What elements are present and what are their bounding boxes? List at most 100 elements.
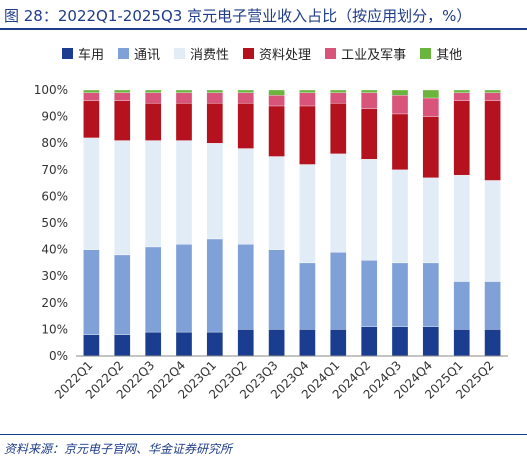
bar-segment: [360, 108, 378, 160]
bar-segment: [484, 329, 501, 357]
bar-segment: [237, 329, 254, 357]
bar-segment: [330, 89, 347, 93]
bar-segment: [206, 103, 224, 144]
bar-segment: [330, 103, 347, 154]
legend-item-data-processing: 资料处理: [243, 44, 311, 63]
legend-label: 资料处理: [259, 48, 312, 63]
bar-segment: [268, 105, 285, 157]
bar-segment: [175, 89, 193, 93]
bar-segment: [206, 238, 224, 333]
y-tick-label: 10%: [41, 322, 68, 336]
bar-segment: [391, 326, 409, 357]
bar-segment: [237, 89, 254, 93]
bar-segment: [453, 100, 470, 176]
source-divider: [0, 434, 527, 435]
bar-segment: [83, 89, 100, 93]
legend: 车用 通讯 消费性 资料处理 工业及军事 其他: [62, 44, 476, 63]
bar-segment: [175, 244, 193, 333]
bar-segment: [206, 92, 224, 104]
bar-segment: [484, 89, 501, 93]
legend-item-other: 其他: [420, 44, 462, 63]
bar-segment: [422, 262, 440, 327]
bar-segment: [83, 100, 100, 139]
bar-segment: [422, 97, 440, 117]
y-tick-label: 0%: [49, 349, 68, 363]
bar-segment: [268, 89, 285, 96]
legend-swatch: [420, 48, 432, 59]
stacked-bar-chart: 0%10%20%30%40%50%60%70%80%90%100%2022Q12…: [34, 83, 508, 402]
bar-segment: [144, 89, 162, 93]
bar-segment: [299, 92, 316, 107]
bar-segment: [114, 334, 131, 357]
y-tick-label: 60%: [41, 189, 68, 203]
legend-item-communication: 通讯: [118, 44, 160, 63]
bar-segment: [114, 92, 131, 101]
bar-segment: [299, 262, 316, 330]
y-tick-label: 50%: [41, 216, 68, 230]
bar-segment: [453, 92, 470, 101]
bar-segment: [330, 153, 347, 253]
bar-segment: [206, 143, 224, 240]
bar-segment: [453, 174, 470, 282]
bar-segment: [360, 92, 378, 109]
bar-segment: [422, 326, 440, 357]
y-tick-label: 30%: [41, 269, 68, 283]
bar-segment: [422, 116, 440, 178]
bar-segment: [114, 100, 131, 141]
bar-segment: [453, 329, 470, 357]
y-tick-label: 100%: [34, 83, 68, 97]
bar-segment: [175, 140, 193, 245]
bar-segment: [268, 95, 285, 107]
bar-segment: [391, 169, 409, 264]
bar-segment: [144, 103, 162, 141]
y-tick-label: 90%: [41, 110, 68, 124]
bar-segment: [484, 100, 501, 181]
bar-segment: [144, 92, 162, 104]
bar-segment: [206, 89, 224, 93]
legend-label: 通讯: [134, 48, 161, 63]
bar-segment: [360, 326, 378, 357]
chart-title: 图 28：2022Q1-2025Q3 京元电子营业收入占比（按应用划分，%）: [4, 7, 472, 25]
source-note: 资料来源：京元电子官网、华金证券研究所: [4, 442, 233, 456]
bar-segment: [330, 92, 347, 104]
legend-swatch: [118, 48, 130, 59]
bar-segment: [268, 329, 285, 357]
bar-segment: [330, 329, 347, 357]
bar-segment: [83, 137, 100, 250]
bar-segment: [299, 164, 316, 264]
bar-segment: [114, 89, 131, 93]
legend-swatch: [243, 48, 255, 59]
bar-segment: [83, 334, 100, 357]
bar-segment: [144, 331, 162, 357]
bar-segment: [422, 177, 440, 264]
bar-segment: [175, 92, 193, 104]
bar-segment: [391, 113, 409, 170]
bar-segment: [422, 89, 440, 99]
bar-segment: [299, 329, 316, 357]
bar-segment: [144, 246, 162, 333]
legend-swatch: [62, 48, 73, 59]
legend-item-industrial-military: 工业及军事: [325, 44, 406, 63]
bar-segment: [330, 252, 347, 330]
bar-segment: [83, 249, 100, 335]
y-tick-label: 70%: [41, 163, 68, 177]
bar-segment: [299, 105, 316, 165]
bar-segment: [360, 260, 378, 327]
legend-label: 车用: [78, 48, 105, 63]
bar-segment: [144, 140, 162, 248]
bar-segment: [453, 281, 470, 330]
bar-segment: [175, 103, 193, 141]
bar-segment: [237, 92, 254, 104]
bar-segment: [83, 92, 100, 101]
bar-segment: [237, 148, 254, 245]
legend-item-consumer: 消费性: [174, 44, 229, 63]
legend-swatch: [174, 48, 186, 59]
bar-segment: [391, 95, 409, 115]
legend-item-automotive: 车用: [62, 44, 104, 63]
bar-segment: [484, 92, 501, 101]
bar-segment: [391, 262, 409, 327]
bar-segment: [268, 156, 285, 250]
bar-segment: [268, 249, 285, 330]
y-tick-label: 20%: [41, 296, 68, 310]
bar-segment: [114, 254, 131, 335]
